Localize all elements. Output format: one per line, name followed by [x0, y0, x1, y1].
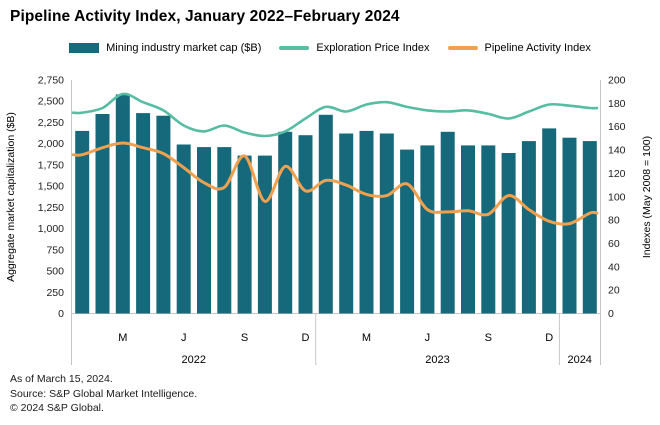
bar: [237, 155, 252, 314]
bar: [440, 131, 455, 314]
right-axis-title: Indexes (May 2008 = 100): [641, 136, 653, 258]
legend-label: Exploration Price Index: [316, 42, 430, 54]
tick-label: 2,000: [38, 138, 64, 150]
bar: [298, 135, 313, 314]
tick-label: 250: [46, 287, 64, 299]
copyright-line: © 2024 S&P Global.: [10, 402, 104, 414]
chart-area: 0 250 500 750 1,000 1,250 1,500 1,750 2,000 2,250…: [0, 64, 660, 370]
bar: [278, 131, 293, 314]
tick-label: 160: [608, 121, 626, 133]
bar: [339, 133, 354, 314]
tick-label: 1,750: [38, 159, 64, 171]
bar: [379, 133, 394, 314]
month-label: J: [181, 332, 187, 344]
line-swatch-icon: [279, 46, 310, 50]
legend-item-exploration-price-index: Exploration Price Index: [279, 42, 430, 54]
tick-label: 120: [608, 168, 626, 180]
tick-label: 200: [608, 75, 626, 87]
tick-label: 500: [46, 266, 64, 278]
tick-label: 180: [608, 98, 626, 110]
bar: [136, 113, 151, 314]
tick-label: 1,250: [38, 202, 64, 214]
pipeline-activity-index-line: [71, 141, 599, 226]
tick-label: 2,500: [38, 96, 64, 108]
tick-label: 2,250: [38, 117, 64, 129]
line-swatch-icon: [447, 46, 478, 50]
bar: [257, 155, 272, 314]
left-axis-title: Aggregate market capitalization ($B): [5, 112, 17, 282]
bar: [75, 130, 90, 314]
legend-item-pipeline-activity-index: Pipeline Activity Index: [447, 42, 591, 54]
bar: [318, 114, 333, 314]
bar: [95, 114, 110, 314]
tick-label: 40: [608, 261, 620, 273]
year-label: 2023: [425, 354, 449, 366]
month-label: S: [241, 332, 248, 344]
year-label: 2022: [182, 354, 206, 366]
bar: [501, 153, 516, 314]
year-labels: 2022 2023 2024: [182, 354, 592, 366]
year-label: 2024: [567, 354, 591, 366]
right-axis-tick-labels: 0 20 40 60 80 100 120 140 160 180 200: [608, 75, 626, 321]
legend: Mining industry market cap ($B) Explorat…: [0, 42, 660, 54]
bar-swatch-icon: [69, 43, 100, 53]
combo-chart: 0 250 500 750 1,000 1,250 1,500 1,750 2,000 2,250…: [5, 75, 653, 367]
month-label: D: [545, 332, 553, 344]
tick-label: 750: [46, 244, 64, 256]
tick-label: 100: [608, 191, 626, 203]
bar-series-mining-market-cap: [75, 94, 597, 314]
bar: [115, 94, 130, 314]
month-label: M: [362, 332, 371, 344]
month-label: S: [485, 332, 492, 344]
tick-label: 140: [608, 145, 626, 157]
bar: [582, 141, 597, 314]
exploration-price-index-line: [71, 92, 599, 138]
left-axis-tick-labels: 0 250 500 750 1,000 1,250 1,500 1,750 2,000 2,250…: [38, 75, 64, 321]
page-title: Pipeline Activity Index, January 2022–Fe…: [10, 8, 400, 25]
bar: [562, 137, 577, 314]
bar: [400, 149, 415, 314]
bar: [359, 130, 374, 314]
bar: [461, 145, 475, 314]
legend-item-mining-market-cap: Mining industry market cap ($B): [69, 42, 261, 54]
tick-label: 1,000: [38, 223, 64, 235]
tick-label: 1,500: [38, 181, 64, 193]
month-label: M: [118, 332, 127, 344]
source-note: As of March 15, 2024. Source: S&P Global…: [10, 372, 197, 416]
month-label: D: [302, 332, 310, 344]
bar: [156, 115, 171, 314]
source-line: Source: S&P Global Market Intelligence.: [10, 387, 198, 400]
legend-label: Pipeline Activity Index: [484, 42, 591, 54]
bar: [420, 145, 435, 314]
bar: [197, 147, 211, 314]
tick-label: 0: [58, 308, 64, 320]
tick-label: 2,750: [38, 75, 64, 87]
tick-label: 80: [608, 215, 620, 227]
bar: [176, 144, 191, 314]
as-of-date: As of March 15, 2024.: [10, 373, 113, 385]
month-label: J: [425, 332, 431, 344]
bar: [481, 145, 496, 314]
bar: [217, 147, 232, 314]
tick-label: 20: [608, 285, 620, 297]
tick-label: 0: [608, 308, 614, 320]
bar: [521, 141, 536, 314]
legend-label: Mining industry market cap ($B): [106, 42, 262, 54]
tick-label: 60: [608, 238, 620, 250]
axis-lines: [71, 80, 601, 365]
